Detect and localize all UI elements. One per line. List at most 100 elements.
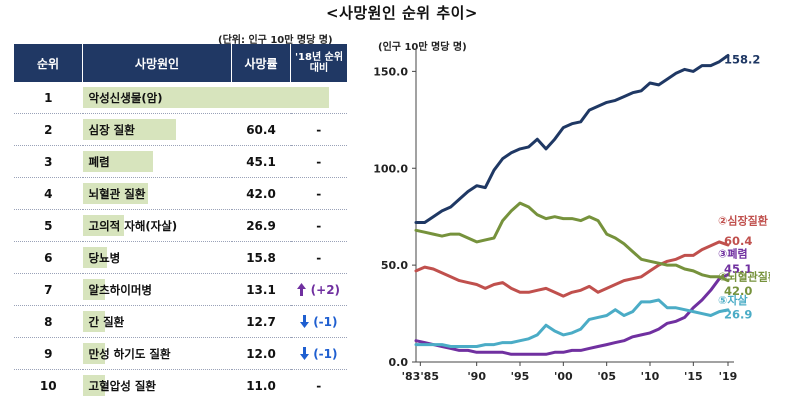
rate-bar — [82, 279, 105, 300]
header-change-line2: 대비 — [309, 63, 329, 74]
x-tick-label: '15 — [684, 370, 703, 383]
x-tick-label: '10 — [641, 370, 660, 383]
rate-bar — [82, 247, 108, 268]
series-value-label: 45.1 — [724, 262, 752, 276]
change-cell: (-1) — [290, 305, 347, 338]
x-tick-label: '90 — [467, 370, 486, 383]
change-cell: - — [290, 113, 347, 146]
change-label: - — [316, 122, 322, 137]
series-name-label: ①암 — [718, 44, 737, 45]
y-tick-label: 150.0 — [373, 65, 408, 78]
rate-bar — [82, 343, 105, 364]
series-value-label: 26.9 — [724, 307, 752, 321]
series-name: 암 — [727, 44, 737, 45]
table-row: 8 간 질환 12.7 (-1) — [14, 305, 347, 338]
change-cell: - — [290, 145, 347, 178]
table-row: 3 폐렴 45.1 - — [14, 145, 347, 178]
cause-cell: 뇌혈관 질환 — [82, 177, 232, 210]
cause-label: 폐렴 — [88, 154, 110, 169]
change-label: (-1) — [313, 346, 338, 361]
cause-label: 알츠하이머병 — [88, 282, 152, 297]
cause-cell: 고의적 자해(자살) — [82, 209, 232, 242]
cause-cell: 심장 질환 — [82, 113, 232, 146]
x-tick-label: '05 — [597, 370, 616, 383]
rate-cell: 15.8 — [231, 241, 291, 274]
series-number: ② — [718, 214, 727, 227]
cause-label: 당뇨병 — [88, 250, 121, 265]
cause-label: 고의적 자해(자살) — [88, 218, 178, 233]
rate-cell: 60.4 — [231, 113, 291, 146]
cause-cell: 고혈압성 질환 — [82, 370, 232, 401]
series-name-label: ⑤자살 — [718, 293, 748, 307]
change-label: - — [316, 218, 322, 233]
down-arrow-icon — [300, 346, 309, 360]
change-label: - — [316, 186, 322, 201]
cause-cell: 알츠하이머병 — [82, 273, 232, 306]
rate-cell: 42.0 — [231, 177, 291, 210]
rate-cell: 11.0 — [246, 378, 276, 393]
rank-cell: 8 — [14, 305, 83, 338]
rate-cell: 12.7 — [231, 305, 291, 338]
series-name: 심장질환 — [727, 213, 767, 227]
x-tick-label: '00 — [554, 370, 573, 383]
rank-cell: 10 — [39, 378, 57, 393]
rate-bar — [82, 311, 105, 332]
series-name-label: ②심장질환 — [718, 213, 768, 227]
table-row: 9 만성 하기도 질환 12.0 (-1) — [14, 337, 347, 370]
cause-label: 고혈압성 질환 — [88, 378, 156, 393]
change-label: - — [316, 154, 322, 169]
page-title: <사망원인 순위 추이> — [326, 4, 478, 22]
series-name: 폐렴 — [727, 246, 747, 260]
x-tick-label: '19 — [719, 370, 738, 383]
header-change-line1: '18년 순위 — [294, 52, 344, 63]
cause-cell: 당뇨병 — [82, 241, 232, 274]
change-label: - — [316, 378, 322, 393]
series-line-3 — [414, 201, 730, 283]
cause-label: 만성 하기도 질환 — [88, 346, 171, 361]
cause-cell: 만성 하기도 질환 — [82, 337, 232, 370]
rank-cell: 3 — [14, 145, 83, 178]
cause-label: 악성신생물(암) — [88, 90, 163, 105]
series-number: ⑤ — [718, 294, 727, 307]
x-tick-label: '83'85 — [402, 370, 439, 383]
x-tick-label: '95 — [511, 370, 530, 383]
rate-bar — [82, 87, 329, 108]
rank-cell: 5 — [14, 209, 83, 242]
change-cell: (+2) — [290, 273, 347, 306]
header-rank: 순위 — [14, 44, 83, 82]
change-label: (+2) — [310, 282, 341, 297]
y-tick-label: 100.0 — [373, 162, 408, 175]
rank-cell: 7 — [14, 273, 83, 306]
rate-bar — [82, 375, 105, 396]
series-line-2 — [414, 273, 730, 356]
y-tick-label: 0.0 — [389, 356, 409, 369]
rate-bar — [82, 215, 125, 236]
change-cell: - — [290, 177, 347, 210]
rank-cell: 1 — [14, 82, 83, 114]
change-label: - — [316, 250, 322, 265]
change-cell: - — [290, 241, 347, 274]
table-row: 6 당뇨병 15.8 - — [14, 241, 347, 274]
y-tick-label: 50.0 — [381, 259, 408, 272]
cause-cell: 악성신생물(암) — [82, 82, 329, 114]
table-row: 7 알츠하이머병 13.1 (+2) — [14, 273, 347, 306]
rank-cell: 2 — [14, 113, 83, 146]
rate-cell: 12.0 — [231, 337, 291, 370]
change-cell: - — [291, 370, 348, 401]
cause-cell: 간 질환 — [82, 305, 232, 338]
header-change: '18년 순위 대비 — [290, 44, 347, 82]
rate-cell: 45.1 — [231, 145, 291, 178]
table-row: 2 심장 질환 60.4 - — [14, 113, 347, 146]
table-header-row: 순위 사망원인 사망률 '18년 순위 대비 — [14, 44, 347, 82]
change-cell: (-1) — [290, 337, 347, 370]
series-number: ① — [718, 44, 727, 45]
table-unit-note: (단위: 인구 10만 명당 명) — [218, 35, 333, 46]
cause-label: 간 질환 — [88, 314, 125, 329]
series-line-0 — [414, 54, 730, 224]
series-name: 자살 — [727, 293, 747, 307]
series-number: ③ — [718, 247, 727, 260]
